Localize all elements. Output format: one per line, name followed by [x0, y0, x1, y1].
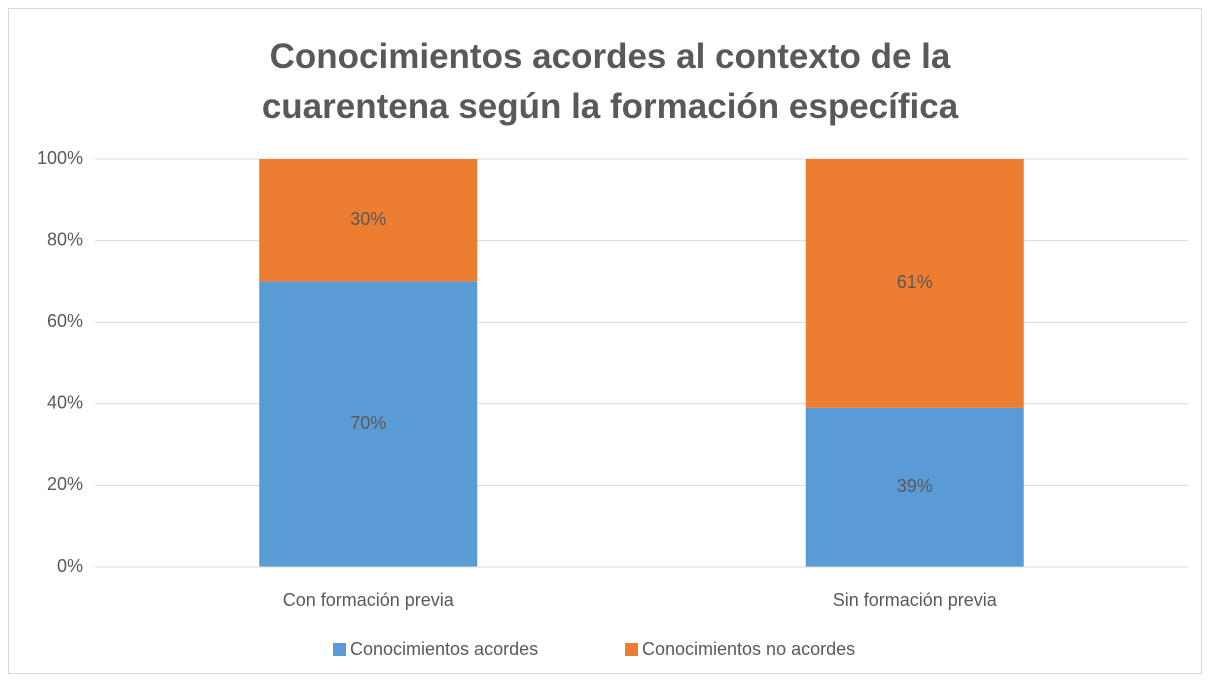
- bar-segment: [259, 281, 478, 567]
- bar-segment: [259, 159, 478, 282]
- bar-segment: [805, 159, 1024, 408]
- bar-segment: [805, 407, 1024, 567]
- data-label: 39%: [897, 476, 933, 496]
- y-tick-label: 100%: [37, 148, 83, 168]
- y-tick-label: 40%: [47, 393, 83, 413]
- chart-title: Conocimientos acordes al contexto de la …: [261, 37, 959, 126]
- y-tick-label: 60%: [47, 311, 83, 331]
- legend-label: Conocimientos acordes: [350, 639, 538, 659]
- chart-border: [8, 8, 1202, 674]
- data-label: 70%: [350, 413, 386, 433]
- y-tick-label: 0%: [57, 556, 83, 576]
- data-label: 30%: [350, 209, 386, 229]
- legend-swatch: [333, 643, 346, 656]
- legend-swatch: [625, 643, 638, 656]
- y-tick-label: 20%: [47, 474, 83, 494]
- y-tick-label: 80%: [47, 229, 83, 249]
- x-tick-label: Sin formación previa: [833, 590, 998, 610]
- legend-label: Conocimientos no acordes: [642, 639, 855, 659]
- data-label: 61%: [897, 272, 933, 292]
- x-tick-label: Con formación previa: [283, 590, 455, 610]
